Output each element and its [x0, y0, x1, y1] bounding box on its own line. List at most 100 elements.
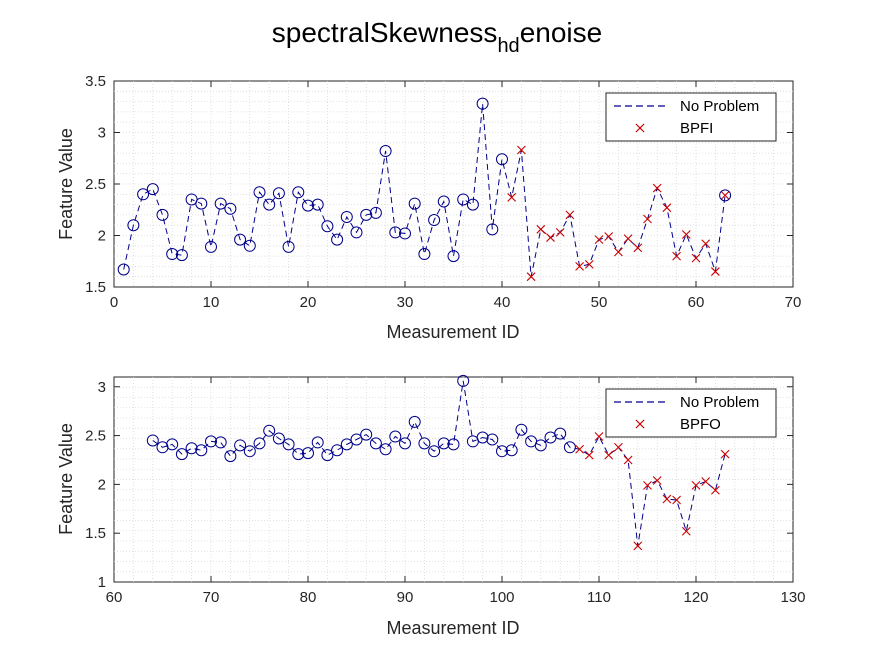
bottom-xtick-label: 120 [683, 589, 708, 606]
top-no-problem-point [156, 208, 169, 221]
bottom-xtick-label: 110 [587, 589, 611, 606]
bottom-fault-point [672, 495, 681, 505]
bottom-ytick-label: 2.5 [85, 428, 106, 445]
top-no-problem-point [292, 186, 305, 199]
bottom-legend-fault-label: BPFO [680, 416, 721, 433]
bottom-xtick-label: 60 [106, 589, 123, 606]
bottom-xtick-label: 130 [780, 589, 805, 606]
bottom-no-problem-point [505, 444, 518, 457]
top-no-problem-point [437, 195, 450, 208]
top-xtick-label: 0 [110, 294, 118, 311]
top-xlabel: Measurement ID [386, 322, 519, 342]
bottom-ytick-label: 1 [98, 574, 106, 591]
top-fault-point [565, 210, 575, 220]
top-no-problem-point [466, 198, 479, 211]
top-ytick-label: 1.5 [85, 279, 106, 296]
bottom-no-problem-point [369, 437, 382, 450]
top-xtick-label: 50 [591, 294, 608, 311]
top-no-problem-point [127, 219, 140, 232]
bottom-no-problem-point [302, 447, 314, 460]
bottom-fault-point [720, 449, 730, 459]
top-no-problem-point [447, 250, 460, 263]
bottom-no-problem-point [515, 423, 528, 436]
bottom-legend-no-problem-label: No Problem [680, 394, 759, 411]
bottom-ytick-label: 3 [98, 379, 106, 396]
bottom-no-problem-point [428, 445, 441, 458]
top-no-problem-point [418, 248, 431, 261]
bottom-ytick-label: 1.5 [85, 525, 106, 542]
top-no-problem-point [389, 226, 402, 239]
top-fault-point [691, 253, 701, 263]
bottom-xtick-label: 100 [489, 589, 514, 606]
top-no-problem-point [175, 249, 188, 262]
bottom-xtick-label: 80 [300, 589, 317, 606]
bottom-panel: 60 70 80 90 100 110 120 130 1 1.5 2 2.5 3 Measuremen… [56, 374, 806, 638]
top-ylabel: Feature Value [56, 128, 76, 240]
top-fault-point [662, 203, 672, 213]
bottom-no-problem-point [331, 444, 344, 457]
top-no-problem-point [486, 223, 499, 236]
top-fault-point [672, 251, 681, 261]
top-no-problem-point [137, 188, 150, 201]
top-fault-point [652, 183, 662, 193]
bottom-no-problem-point [360, 428, 373, 441]
bottom-fault-point [633, 541, 643, 551]
top-no-problem-point [369, 206, 382, 219]
top-no-problem-line [123, 103, 726, 277]
bottom-no-problem-point [311, 436, 324, 449]
top-no-problem-point [457, 193, 470, 206]
bottom-fault-point [691, 480, 701, 490]
top-no-problem-point [282, 240, 295, 253]
top-ytick-label: 3 [98, 125, 106, 142]
bottom-xlabel: Measurement ID [386, 618, 519, 638]
bottom-fault-point [681, 526, 691, 536]
bottom-no-problem-point [399, 437, 411, 450]
bottom-no-problem-point [408, 415, 421, 428]
top-series-markers [117, 97, 732, 282]
bottom-grid [114, 377, 793, 582]
top-fault-point [517, 145, 526, 155]
top-no-problem-point [360, 208, 373, 221]
top-no-problem-point [195, 197, 208, 210]
top-no-problem-point [331, 233, 344, 246]
bottom-no-problem-point [437, 437, 450, 450]
bottom-no-problem-point [486, 433, 499, 446]
bottom-no-problem-point [205, 435, 217, 448]
top-legend-fault-swatch [635, 123, 645, 133]
chart-title-suffix: enoise [520, 17, 603, 48]
bottom-no-problem-point [321, 449, 334, 462]
bottom-no-problem-point [418, 437, 431, 450]
top-fault-point [643, 214, 652, 224]
bottom-no-problem-point [253, 437, 266, 450]
top-fault-point [594, 235, 604, 245]
top-fault-point [720, 190, 730, 200]
bottom-fault-point [584, 450, 594, 460]
top-no-problem-point [243, 239, 256, 252]
top-fault-point [614, 247, 623, 257]
top-fault-point [546, 233, 555, 242]
top-xtick-label: 10 [203, 294, 220, 311]
top-fault-point [584, 259, 594, 269]
bottom-no-problem-point [447, 438, 460, 451]
bottom-legend-fault-swatch [635, 419, 645, 429]
top-no-problem-point [253, 186, 266, 199]
bottom-xtick-label: 90 [397, 589, 414, 606]
bottom-ylabel: Feature Value [56, 423, 76, 535]
bottom-fault-point [711, 485, 720, 495]
chart-title-subscript: hd [497, 35, 519, 57]
bottom-no-problem-point [175, 448, 188, 461]
top-no-problem-point [234, 233, 247, 246]
bottom-no-problem-point [272, 432, 285, 445]
top-no-problem-point [205, 240, 217, 253]
top-fault-point [711, 267, 720, 276]
top-fault-point [526, 272, 536, 282]
top-no-problem-point [408, 197, 421, 210]
top-no-problem-point [263, 198, 276, 211]
top-legend-no-problem-label: No Problem [680, 98, 759, 115]
top-ytick-label: 2.5 [85, 176, 106, 193]
bottom-fault-point [575, 444, 584, 454]
top-no-problem-point [272, 187, 285, 200]
bottom-no-problem-point [457, 374, 470, 387]
bottom-no-problem-point [496, 445, 508, 458]
